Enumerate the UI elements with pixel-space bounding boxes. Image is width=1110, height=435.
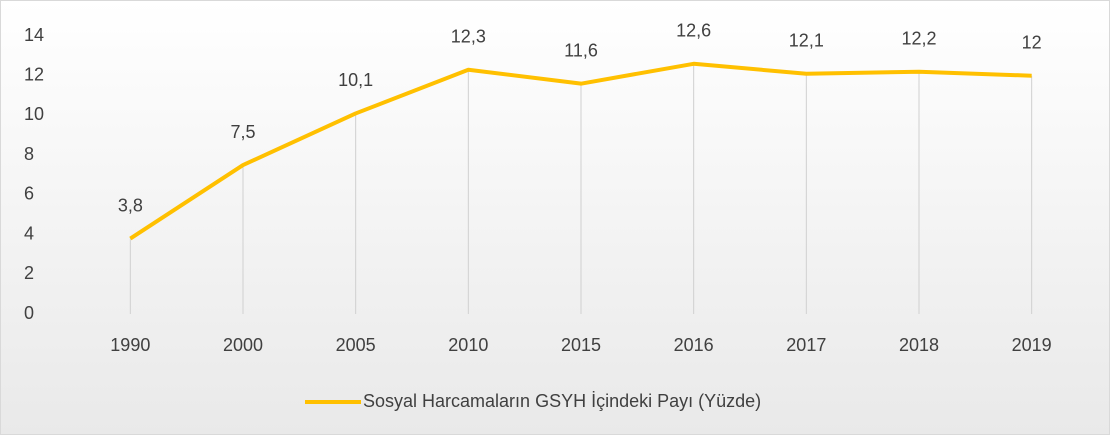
data-label: 12,1: [789, 30, 824, 50]
x-tick-label: 2016: [674, 335, 714, 355]
y-tick-label: 4: [24, 223, 34, 243]
y-tick-label: 0: [24, 303, 34, 323]
y-tick-label: 14: [24, 25, 44, 45]
y-tick-label: 2: [24, 263, 34, 283]
x-tick-label: 2005: [336, 335, 376, 355]
y-tick-label: 6: [24, 184, 34, 204]
y-tick-label: 10: [24, 104, 44, 124]
data-label: 12: [1022, 32, 1042, 52]
data-label: 12,6: [676, 21, 711, 41]
data-label: 3,8: [118, 195, 143, 215]
y-tick-label: 8: [24, 144, 34, 164]
x-tick-label: 2018: [899, 335, 939, 355]
series-line: [129, 61, 1032, 241]
x-tick-label: 1990: [110, 335, 150, 355]
data-label: 7,5: [230, 122, 255, 142]
x-tick-label: 2010: [448, 335, 488, 355]
x-tick-label: 2017: [786, 335, 826, 355]
legend-label: Sosyal Harcamaların GSYH İçindeki Payı (…: [363, 391, 761, 411]
x-tick-label: 2000: [223, 335, 263, 355]
x-tick-label: 2015: [561, 335, 601, 355]
data-label: 10,1: [338, 70, 373, 90]
data-label: 12,2: [901, 28, 936, 48]
data-label: 12,3: [451, 27, 486, 47]
y-tick-label: 12: [24, 64, 44, 84]
data-label: 11,6: [564, 40, 598, 60]
x-tick-label: 2019: [1012, 335, 1052, 355]
